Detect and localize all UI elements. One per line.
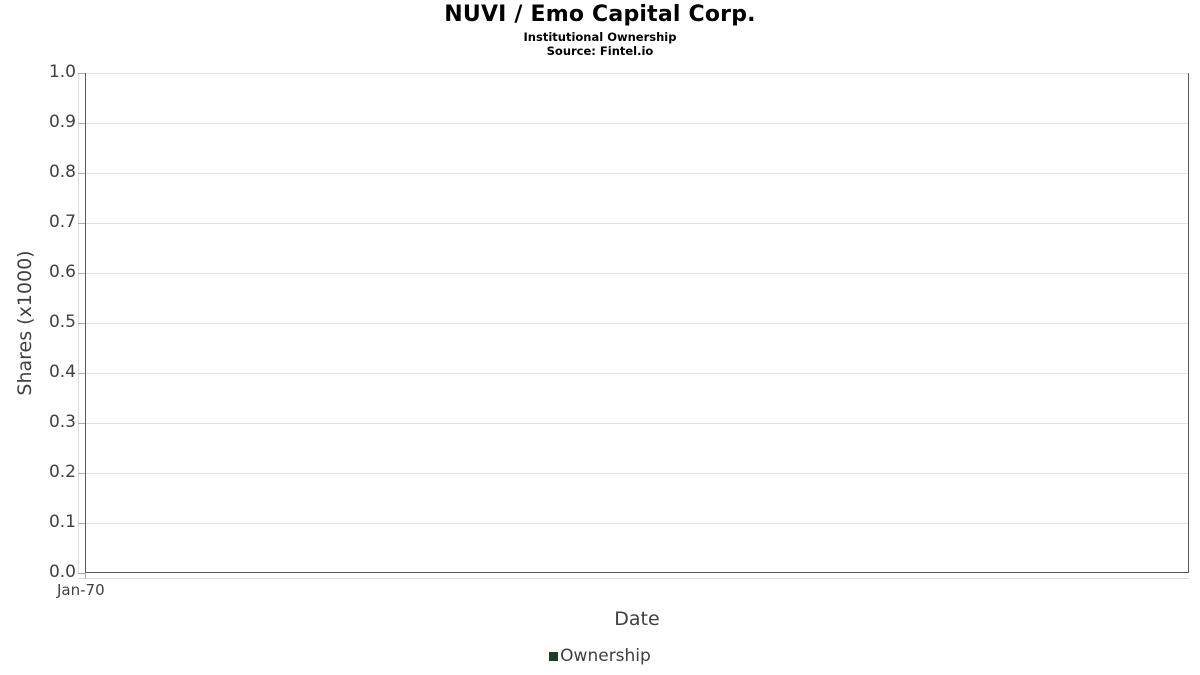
chart-subtitle: Institutional Ownership: [523, 30, 677, 44]
y-tick-label: 0.5: [48, 312, 76, 332]
y-axis-title: Shares (x1000): [14, 250, 36, 396]
grid-line: [86, 423, 1188, 424]
grid-line: [86, 273, 1188, 274]
y-tick-label: 0.0: [48, 562, 76, 582]
grid-line: [86, 323, 1188, 324]
y-tick-label: 0.6: [48, 262, 76, 282]
grid-line: [86, 73, 1188, 74]
y-tick-label: 0.7: [48, 212, 76, 232]
x-tick-mark: [85, 573, 86, 579]
y-tick-label: 0.3: [48, 412, 76, 432]
y-tick-label: 0.2: [48, 462, 76, 482]
y-tick-mark: [78, 423, 85, 424]
legend-swatch-icon: [549, 651, 559, 661]
y-tick-mark: [78, 73, 85, 74]
grid-line: [86, 523, 1188, 524]
legend-item-label: Ownership: [560, 646, 651, 666]
chart-source-label: Source: Fintel.io: [546, 44, 654, 58]
y-tick-mark: [78, 573, 85, 574]
y-tick-mark: [78, 273, 85, 274]
outer-horizontal-axis-line: [78, 578, 1189, 579]
plot-area: [85, 73, 1189, 573]
legend-item-ownership[interactable]: Ownership: [549, 646, 651, 666]
chart-legend: Ownership: [0, 646, 1200, 666]
y-tick-label: 0.4: [48, 362, 76, 382]
y-tick-mark: [78, 323, 85, 324]
y-tick-label: 0.9: [48, 112, 76, 132]
grid-line: [86, 223, 1188, 224]
y-tick-mark: [78, 373, 85, 374]
y-tick-label: 1.0: [48, 62, 76, 82]
grid-line: [86, 173, 1188, 174]
grid-line: [86, 473, 1188, 474]
x-tick-label: Jan-70: [57, 581, 105, 599]
page-title: NUVI / Emo Capital Corp.: [444, 2, 756, 27]
y-tick-mark: [78, 173, 85, 174]
chart-header: NUVI / Emo Capital Corp. Institutional O…: [0, 0, 1200, 58]
y-tick-label: 0.8: [48, 162, 76, 182]
grid-line: [86, 373, 1188, 374]
y-tick-mark: [78, 223, 85, 224]
grid-line: [86, 123, 1188, 124]
y-tick-mark: [78, 473, 85, 474]
y-tick-mark: [78, 523, 85, 524]
y-tick-mark: [78, 123, 85, 124]
x-axis-title: Date: [614, 608, 660, 630]
y-tick-label: 0.1: [48, 512, 76, 532]
